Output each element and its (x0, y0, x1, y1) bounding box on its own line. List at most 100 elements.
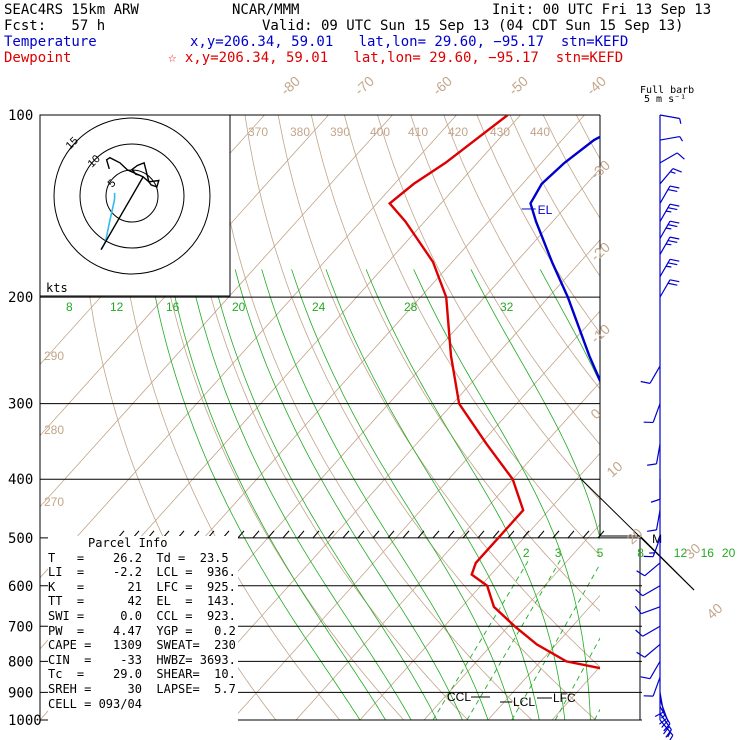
isotherm-line (487, 594, 600, 720)
moist-adiabat-label: 8 (66, 300, 73, 314)
hatch-mark (372, 530, 380, 539)
wind-barb-column (634, 114, 685, 740)
pressure-tick-label: 800 (8, 654, 33, 670)
lcl-label: LCL (513, 695, 535, 709)
parcel-row: TT = 42 EL = 143. (48, 594, 236, 609)
dry-adiabat-line (542, 115, 600, 219)
parcel-row: T = 26.2 Td = 23.5 (48, 550, 229, 565)
wind-barb (659, 279, 680, 298)
wind-barb (636, 643, 661, 658)
barb-flag (635, 629, 644, 637)
wind-barb (643, 403, 661, 424)
barb-flag (669, 203, 680, 207)
barb-flag (647, 463, 657, 466)
barb-flag (667, 262, 678, 266)
dry-adiabat-line (643, 115, 740, 720)
wind-barb (647, 444, 661, 466)
barb-shaft (652, 537, 661, 557)
mixing-ratio-line (594, 708, 600, 720)
mixing-ratio-label: 12 (674, 546, 688, 560)
wind-barb (659, 258, 680, 277)
dry-adiabat-line (211, 115, 533, 720)
moist-adiabat-label: 12 (110, 300, 124, 314)
barb-half-flag (665, 243, 672, 246)
barb-flag (635, 589, 644, 597)
model-name: SEAC4RS 15km ARW (4, 2, 139, 18)
parcel-row: CAPE = 1309 SWEAT= 230 (48, 638, 236, 653)
barb-flag (636, 570, 645, 577)
parcel-row: K = 21 LFC = 925. (48, 579, 236, 594)
pressure-tick-label: 600 (8, 579, 33, 595)
dry-adiabat-line (377, 115, 600, 501)
isotherm-label: -70 (351, 73, 377, 99)
hatch-mark (402, 530, 410, 539)
barb-shaft (644, 643, 661, 658)
wind-barb (643, 677, 661, 697)
wind-barb (659, 203, 680, 222)
barb-shaft (649, 661, 661, 679)
hodograph-units: kts (46, 281, 68, 295)
pressure-tick-label: 400 (8, 472, 33, 488)
temperature-location: x,y=206.34, 59.01 lat,lon= 29.60, −95.17… (190, 34, 629, 50)
hatch-mark (507, 530, 515, 539)
parcel-row: SWI = 0.0 CCL = 923. (48, 608, 236, 623)
barb-flag (636, 651, 645, 658)
isotherm-label: 20 (623, 525, 645, 547)
isotherm-line (167, 239, 600, 720)
barb-flag (669, 258, 680, 262)
hatch-mark (342, 530, 350, 539)
moist-adiabat-line (291, 269, 514, 720)
theta-label: 410 (408, 125, 428, 139)
dewpoint-location: ☆ x,y=206.34, 59.01 lat,lon= 29.60, −95.… (168, 50, 624, 66)
pressure-tick-label: 200 (8, 290, 33, 306)
moist-adiabat-line (365, 269, 566, 720)
hatch-mark (267, 530, 275, 539)
moist-adiabat-line (718, 269, 740, 720)
parcel-row: PW = 4.47 YGP = 0.2 (48, 623, 236, 638)
moist-adiabat-label: 24 (312, 300, 326, 314)
org-name: NCAR/MMM (232, 2, 300, 18)
isotherm-line (359, 452, 600, 720)
barb-half-flag (665, 227, 672, 230)
barb-flag (667, 188, 678, 193)
barb-flag (663, 726, 670, 735)
dry-adiabat-line (244, 115, 597, 720)
moist-adiabat-label: 28 (404, 300, 418, 314)
isotherm-label: 0 (587, 405, 604, 422)
hatch-mark (417, 530, 425, 539)
wind-barb (635, 625, 661, 637)
valid-time: Valid: 09 UTC Sun 15 Sep 13 (04 CDT Sun … (262, 18, 684, 34)
barb-shaft (659, 692, 665, 713)
mixing-ratio-line (432, 557, 531, 720)
wind-barb (640, 661, 661, 680)
dry-adiabat-line (145, 115, 405, 720)
mixing-ratio-label: 2 (523, 546, 530, 560)
isotherm-label: -40 (583, 73, 609, 99)
parcel-info-title: Parcel Info (88, 536, 168, 550)
barb-flag (669, 735, 674, 740)
mixing-ratio-line (466, 557, 562, 720)
el-label: EL (538, 203, 553, 217)
moist-adiabat-line (622, 269, 684, 720)
barb-flag (672, 168, 682, 173)
mixing-ratio-line (665, 558, 740, 720)
moist-adiabat-line (210, 269, 438, 720)
init-time: Init: 00 UTC Fri 13 Sep 13 (492, 2, 712, 18)
mixing-ratio-label: 5 (597, 546, 604, 560)
wind-barb (654, 692, 665, 718)
barb-flag (667, 239, 678, 244)
barb-half-flag (670, 171, 676, 174)
hatch-mark (477, 530, 485, 539)
isotherm-label: 10 (603, 458, 625, 480)
theta-label: 390 (330, 125, 350, 139)
barb-flag (669, 236, 680, 240)
hodograph-ring (53, 117, 211, 275)
annotations: EL M CCL LCL LFC (447, 203, 662, 709)
barb-units: 5 m s⁻¹ (644, 94, 687, 105)
barb-flag (634, 605, 642, 615)
wind-barb (659, 168, 682, 185)
hatch-mark (597, 530, 605, 539)
theta-label: 430 (490, 125, 510, 139)
barb-shaft (642, 625, 661, 637)
melting-level-label: M (652, 532, 662, 546)
